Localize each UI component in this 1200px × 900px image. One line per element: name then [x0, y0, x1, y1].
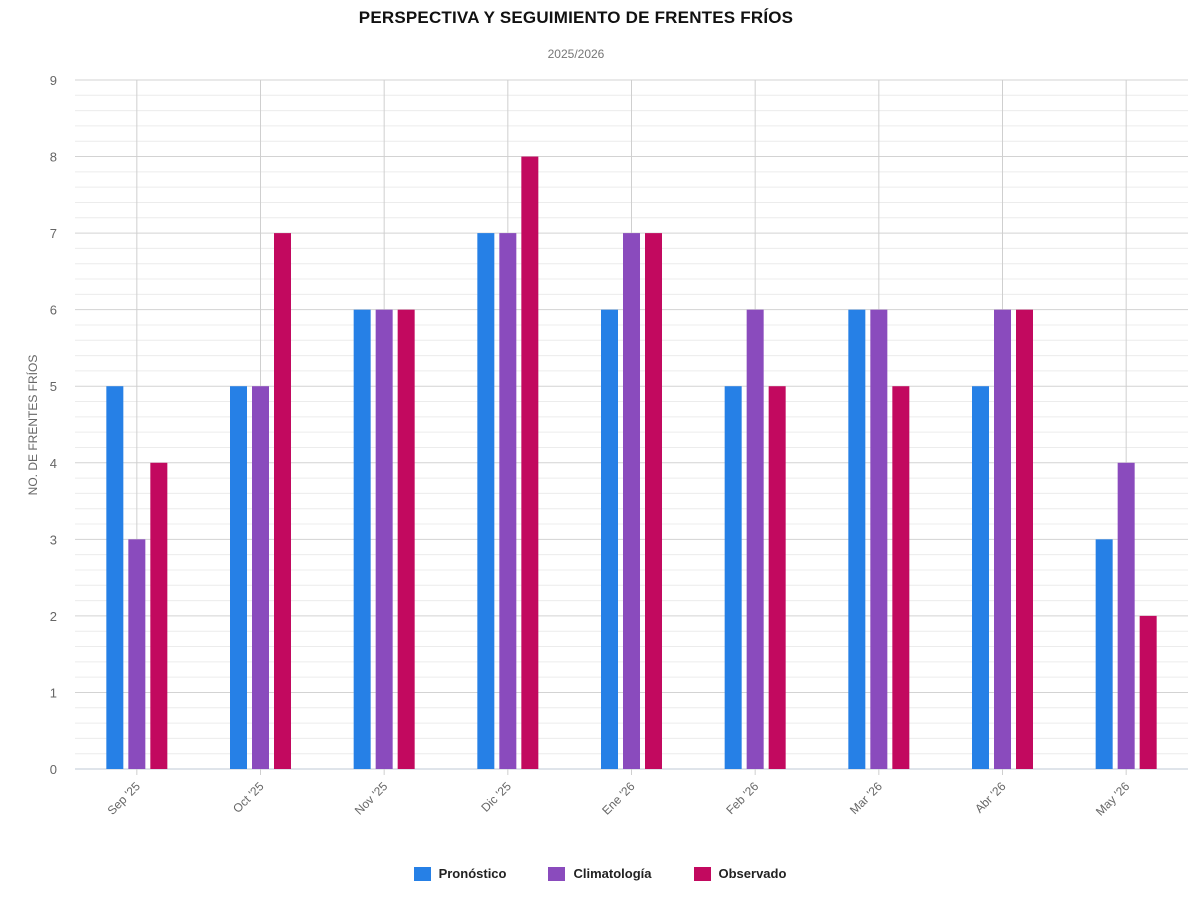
bar-climatolog-a[interactable] [128, 539, 146, 769]
y-tick-label: 4 [50, 456, 57, 471]
bar-climatolog-a[interactable] [1117, 462, 1135, 769]
bar-observado[interactable] [1016, 309, 1033, 769]
legend-swatch [693, 866, 711, 881]
y-tick-label: 7 [50, 226, 57, 241]
bar-observado[interactable] [1139, 615, 1157, 769]
bar-pron-stico[interactable] [724, 386, 742, 769]
bar-pron-stico[interactable] [106, 386, 124, 769]
bar-pron-stico[interactable] [230, 386, 247, 769]
x-axis-ticks: Sep '25 Oct '25 Nov '25 Dic '25 Ene '26 Feb '… [105, 779, 1133, 819]
y-tick-label: 6 [50, 303, 57, 318]
bar-climatolog-a[interactable] [252, 386, 269, 769]
bar-pron-stico[interactable] [848, 309, 866, 769]
y-tick-label: 0 [50, 762, 57, 777]
bar-climatolog-a[interactable] [746, 309, 764, 769]
bar-observado[interactable] [274, 233, 291, 770]
y-axis-ticks: 0 1 2 3 4 5 6 7 8 9 [50, 73, 57, 777]
bar-climatolog-a[interactable] [623, 233, 640, 770]
bars [106, 156, 1157, 770]
bar-climatolog-a[interactable] [994, 309, 1011, 769]
x-tick-label: Abr '26 [972, 779, 1009, 816]
x-tick-label: Nov '25 [352, 779, 391, 818]
x-tick-label: Dic '25 [478, 779, 514, 815]
legend-item[interactable]: Pronóstico [413, 866, 507, 881]
bar-pron-stico[interactable] [353, 309, 371, 769]
bar-observado[interactable] [521, 156, 539, 770]
legend-label: Climatología [573, 866, 652, 881]
bar-climatolog-a[interactable] [375, 309, 393, 769]
legend: Pronóstico Climatología Observado [0, 866, 1200, 881]
legend-swatch [548, 866, 566, 881]
bar-pron-stico[interactable] [477, 233, 495, 770]
legend-item[interactable]: Observado [693, 866, 787, 881]
y-axis-label: NO. DE FRENTES FRÍOS [25, 355, 40, 496]
x-tick-label: Oct '25 [230, 779, 267, 816]
legend-label: Pronóstico [438, 866, 507, 881]
chart-subtitle: 2025/2026 [547, 47, 605, 61]
bar-pron-stico[interactable] [601, 309, 618, 769]
chart-title: PERSPECTIVA Y SEGUIMIENTO DE FRENTES FRÍ… [358, 8, 794, 27]
x-tick-label: May '26 [1093, 779, 1133, 819]
x-tick-label: Mar '26 [847, 779, 885, 817]
legend-label: Observado [718, 866, 787, 881]
bar-pron-stico[interactable] [1095, 539, 1113, 769]
y-tick-label: 8 [50, 150, 57, 165]
y-tick-label: 9 [50, 73, 57, 88]
x-tick-label: Sep '25 [105, 779, 144, 818]
bar-observado[interactable] [768, 386, 786, 769]
y-tick-label: 1 [50, 685, 57, 700]
bar-observado[interactable] [645, 233, 662, 770]
bar-observado[interactable] [892, 386, 910, 769]
legend-item[interactable]: Climatología [548, 866, 652, 881]
y-tick-label: 3 [50, 532, 57, 547]
bar-observado[interactable] [150, 462, 168, 769]
x-tick-label: Ene '26 [599, 779, 638, 818]
bar-observado[interactable] [397, 309, 415, 769]
legend-swatch [413, 866, 431, 881]
x-tick-label: Feb '26 [723, 779, 761, 817]
bar-climatolog-a[interactable] [870, 309, 888, 769]
bar-climatolog-a[interactable] [499, 233, 517, 770]
y-tick-label: 2 [50, 609, 57, 624]
bar-pron-stico[interactable] [972, 386, 989, 769]
y-tick-label: 5 [50, 379, 57, 394]
